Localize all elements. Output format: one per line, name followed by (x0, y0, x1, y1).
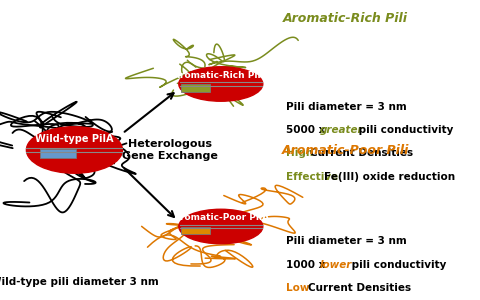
Text: Aromatic-Rich Pili: Aromatic-Rich Pili (283, 12, 408, 25)
Text: Wild-type PilA: Wild-type PilA (35, 134, 114, 145)
Text: Aromatic-Poor Pili: Aromatic-Poor Pili (282, 144, 409, 157)
Text: Fe(III) oxide reduction: Fe(III) oxide reduction (324, 172, 455, 182)
Text: pili conductivity: pili conductivity (348, 260, 446, 270)
Ellipse shape (179, 209, 263, 244)
Text: 1000 x: 1000 x (286, 260, 329, 270)
Text: Pili diameter = 3 nm: Pili diameter = 3 nm (286, 101, 407, 112)
Text: Effective: Effective (286, 172, 341, 182)
Text: Current Densities: Current Densities (310, 148, 413, 158)
Text: Pili diameter = 3 nm: Pili diameter = 3 nm (286, 236, 407, 247)
Text: Wild-type pili diameter 3 nm: Wild-type pili diameter 3 nm (0, 277, 159, 287)
Text: pili conductivity: pili conductivity (355, 125, 454, 135)
Text: Current Densities: Current Densities (308, 283, 411, 293)
Text: Aromatic-Rich PilA: Aromatic-Rich PilA (173, 70, 268, 80)
Ellipse shape (26, 127, 122, 173)
Text: Heterologous
Gene Exchange: Heterologous Gene Exchange (122, 139, 218, 161)
Text: Aromatic-Poor PilA: Aromatic-Poor PilA (173, 213, 269, 222)
Text: lower: lower (320, 260, 352, 270)
FancyBboxPatch shape (181, 226, 210, 234)
Text: High: High (286, 148, 316, 158)
Ellipse shape (179, 67, 263, 101)
FancyBboxPatch shape (40, 149, 76, 158)
Text: 5000 x: 5000 x (286, 125, 329, 135)
FancyBboxPatch shape (181, 84, 210, 92)
Text: Low: Low (286, 283, 313, 293)
Text: greater: greater (320, 125, 364, 135)
